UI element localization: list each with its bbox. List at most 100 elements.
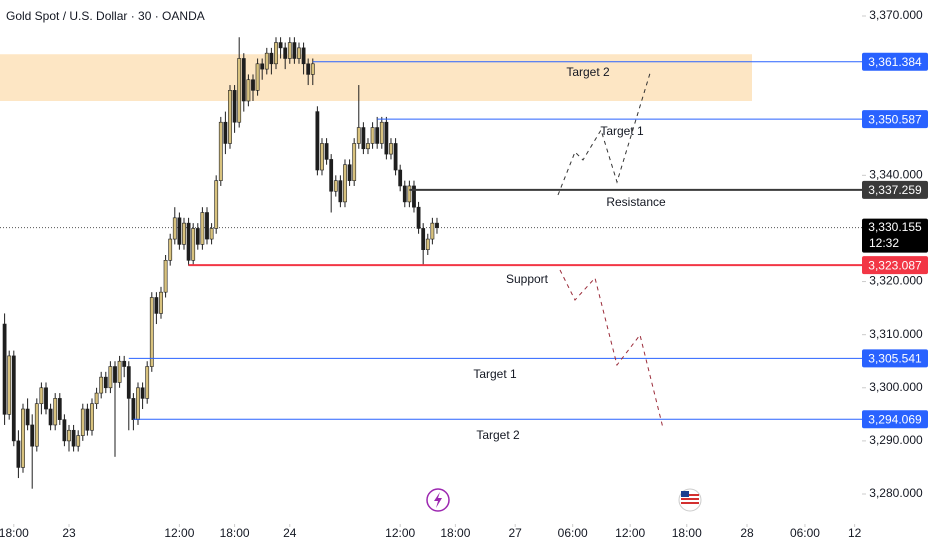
candle-body <box>122 360 127 367</box>
candle-body <box>306 63 311 75</box>
candle-body <box>310 63 315 75</box>
candle-body <box>25 408 30 426</box>
candle-body <box>343 164 347 203</box>
candle-body <box>421 228 426 250</box>
candle-body <box>223 121 228 144</box>
candle-body <box>80 408 85 436</box>
candle-body <box>94 392 99 405</box>
down-projection <box>559 269 664 429</box>
price-tag <box>862 52 928 71</box>
candle-body <box>154 297 159 314</box>
candle-body <box>384 121 389 155</box>
candle-body <box>140 387 145 399</box>
candle-body <box>283 47 288 59</box>
candle-body <box>85 408 90 431</box>
candle-body <box>246 79 251 102</box>
candle-body <box>209 228 214 240</box>
candle-body <box>237 58 242 123</box>
candle-body <box>435 222 439 228</box>
candle-body <box>108 366 113 389</box>
y-tick-label: 3,290.000 <box>869 433 923 447</box>
price-tag <box>862 110 928 129</box>
price-tag <box>862 410 928 429</box>
x-tick-label: 12:00 <box>164 526 194 540</box>
candle-body <box>228 90 232 144</box>
candle-body <box>292 42 297 59</box>
level-label: Target 2 <box>566 65 610 79</box>
candle-body <box>379 121 384 144</box>
candle-body <box>62 419 67 442</box>
lightning-icon <box>426 488 450 512</box>
candle-body <box>356 127 361 144</box>
price-tag-label: 3,337.259 <box>868 183 922 197</box>
price-tag-label: 3,361.384 <box>868 55 922 69</box>
x-tick-label: 12:00 <box>385 526 415 540</box>
candle-body <box>393 143 398 171</box>
candle-body <box>34 403 39 447</box>
y-tick-label: 3,280.000 <box>869 486 923 500</box>
candle-body <box>375 127 380 144</box>
candle-body <box>389 143 393 155</box>
x-tick-label: 06:00 <box>790 526 820 540</box>
candle-body <box>255 63 260 91</box>
last-price-tag <box>862 218 928 253</box>
candle-body <box>251 79 255 91</box>
candle-body <box>2 323 7 415</box>
candle-body <box>16 440 21 468</box>
candle-body <box>260 63 265 70</box>
candle-body <box>76 435 81 447</box>
candle-body <box>241 58 246 102</box>
candle-body <box>274 42 278 65</box>
candle-body <box>30 424 35 447</box>
candle-body <box>44 387 48 410</box>
candle-body <box>159 291 163 314</box>
candle-body <box>430 222 435 240</box>
candle-body <box>149 297 154 367</box>
up-projection <box>557 69 652 196</box>
y-tick-label: 3,310.000 <box>869 327 923 341</box>
candle-body <box>168 238 173 261</box>
candle-body <box>90 403 94 431</box>
x-tick-label: 18:00 <box>672 526 702 540</box>
candle-body <box>278 42 283 49</box>
candle-body <box>126 366 131 399</box>
price-tag-label: 3,305.541 <box>868 352 922 366</box>
level-label: Target 1 <box>600 124 644 138</box>
candle-body <box>103 376 108 389</box>
price-tag <box>862 256 928 275</box>
candle-body <box>402 185 407 203</box>
candle-body <box>7 355 12 415</box>
candle-body <box>214 180 219 229</box>
candle-body <box>320 143 324 171</box>
candle-body <box>67 429 71 442</box>
level-label: Support <box>506 272 549 286</box>
candle-body <box>333 180 338 192</box>
x-tick-label: 06:00 <box>558 526 588 540</box>
candle-body <box>11 355 16 442</box>
candle-body <box>264 52 269 70</box>
x-tick-label: 18:00 <box>440 526 470 540</box>
candle-body <box>48 408 53 426</box>
candle-body <box>57 398 62 420</box>
target-zone <box>0 54 752 101</box>
candle-body <box>177 217 182 245</box>
x-tick-label: 27 <box>508 526 522 540</box>
y-tick-label: 3,340.000 <box>869 168 923 182</box>
x-tick-label: 12 <box>848 526 862 540</box>
candle-body <box>361 127 366 150</box>
countdown-label: 12:32 <box>869 236 899 250</box>
candle-body <box>182 222 186 245</box>
candle-body <box>117 360 122 383</box>
candle-body <box>370 127 375 144</box>
x-tick-label: 23 <box>62 526 76 540</box>
candle-body <box>131 398 136 420</box>
candle-body <box>218 121 223 181</box>
candle-body <box>366 143 370 150</box>
candle-body <box>195 228 200 245</box>
level-label: Target 2 <box>476 428 520 442</box>
y-tick-label: 3,320.000 <box>869 274 923 288</box>
x-tick-label: 18:00 <box>0 526 29 540</box>
plot: 3,370.000 3,340.000 3,320.000 3,310.000 3,30… <box>0 8 928 540</box>
candle-body <box>407 185 412 203</box>
candle-body <box>347 164 352 181</box>
